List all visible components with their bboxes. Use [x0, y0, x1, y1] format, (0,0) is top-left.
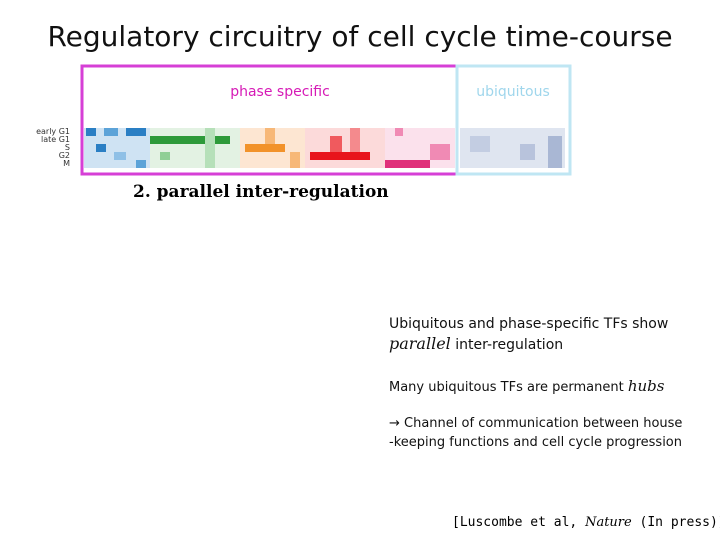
text: (In press)]: [631, 515, 720, 530]
note: → Channel of communication between house: [389, 416, 682, 431]
citation: [Luscombe et al, Nature (In press)]: [452, 515, 720, 530]
phase-label: phase specific: [230, 84, 330, 100]
text: Many ubiquitous TFs are permanent: [389, 380, 628, 395]
text: → Channel of communication between house: [389, 416, 683, 431]
note: -keeping functions and cell cycle progre…: [389, 435, 682, 450]
row-label: M: [63, 159, 70, 168]
ubiquitous-box: [455, 64, 572, 176]
row-label: early G1: [36, 127, 70, 136]
heatmap: [84, 128, 565, 168]
emphasis: hubs: [627, 377, 665, 395]
row-label: G2: [58, 151, 70, 160]
emphasis: parallel: [389, 334, 451, 353]
heading: 2. parallel inter-regulation: [133, 182, 389, 202]
text: [Luscombe et al,: [452, 515, 586, 530]
text: inter-regulation: [450, 337, 564, 353]
note: parallel inter-regulation: [389, 334, 563, 353]
note: Many ubiquitous TFs are permanent hubs: [389, 377, 664, 395]
row-label: late G1: [40, 135, 70, 144]
journal: Nature: [585, 515, 632, 530]
note: Ubiquitous and phase-specific TFs show: [389, 316, 668, 332]
ubiquitous-label: ubiquitous: [476, 84, 550, 100]
text: -keeping functions and cell cycle progre…: [389, 435, 682, 450]
row-label: S: [64, 143, 70, 152]
title: Regulatory circuitry of cell cycle time-…: [47, 20, 673, 53]
text: Ubiquitous and phase-specific TFs show: [389, 316, 669, 332]
